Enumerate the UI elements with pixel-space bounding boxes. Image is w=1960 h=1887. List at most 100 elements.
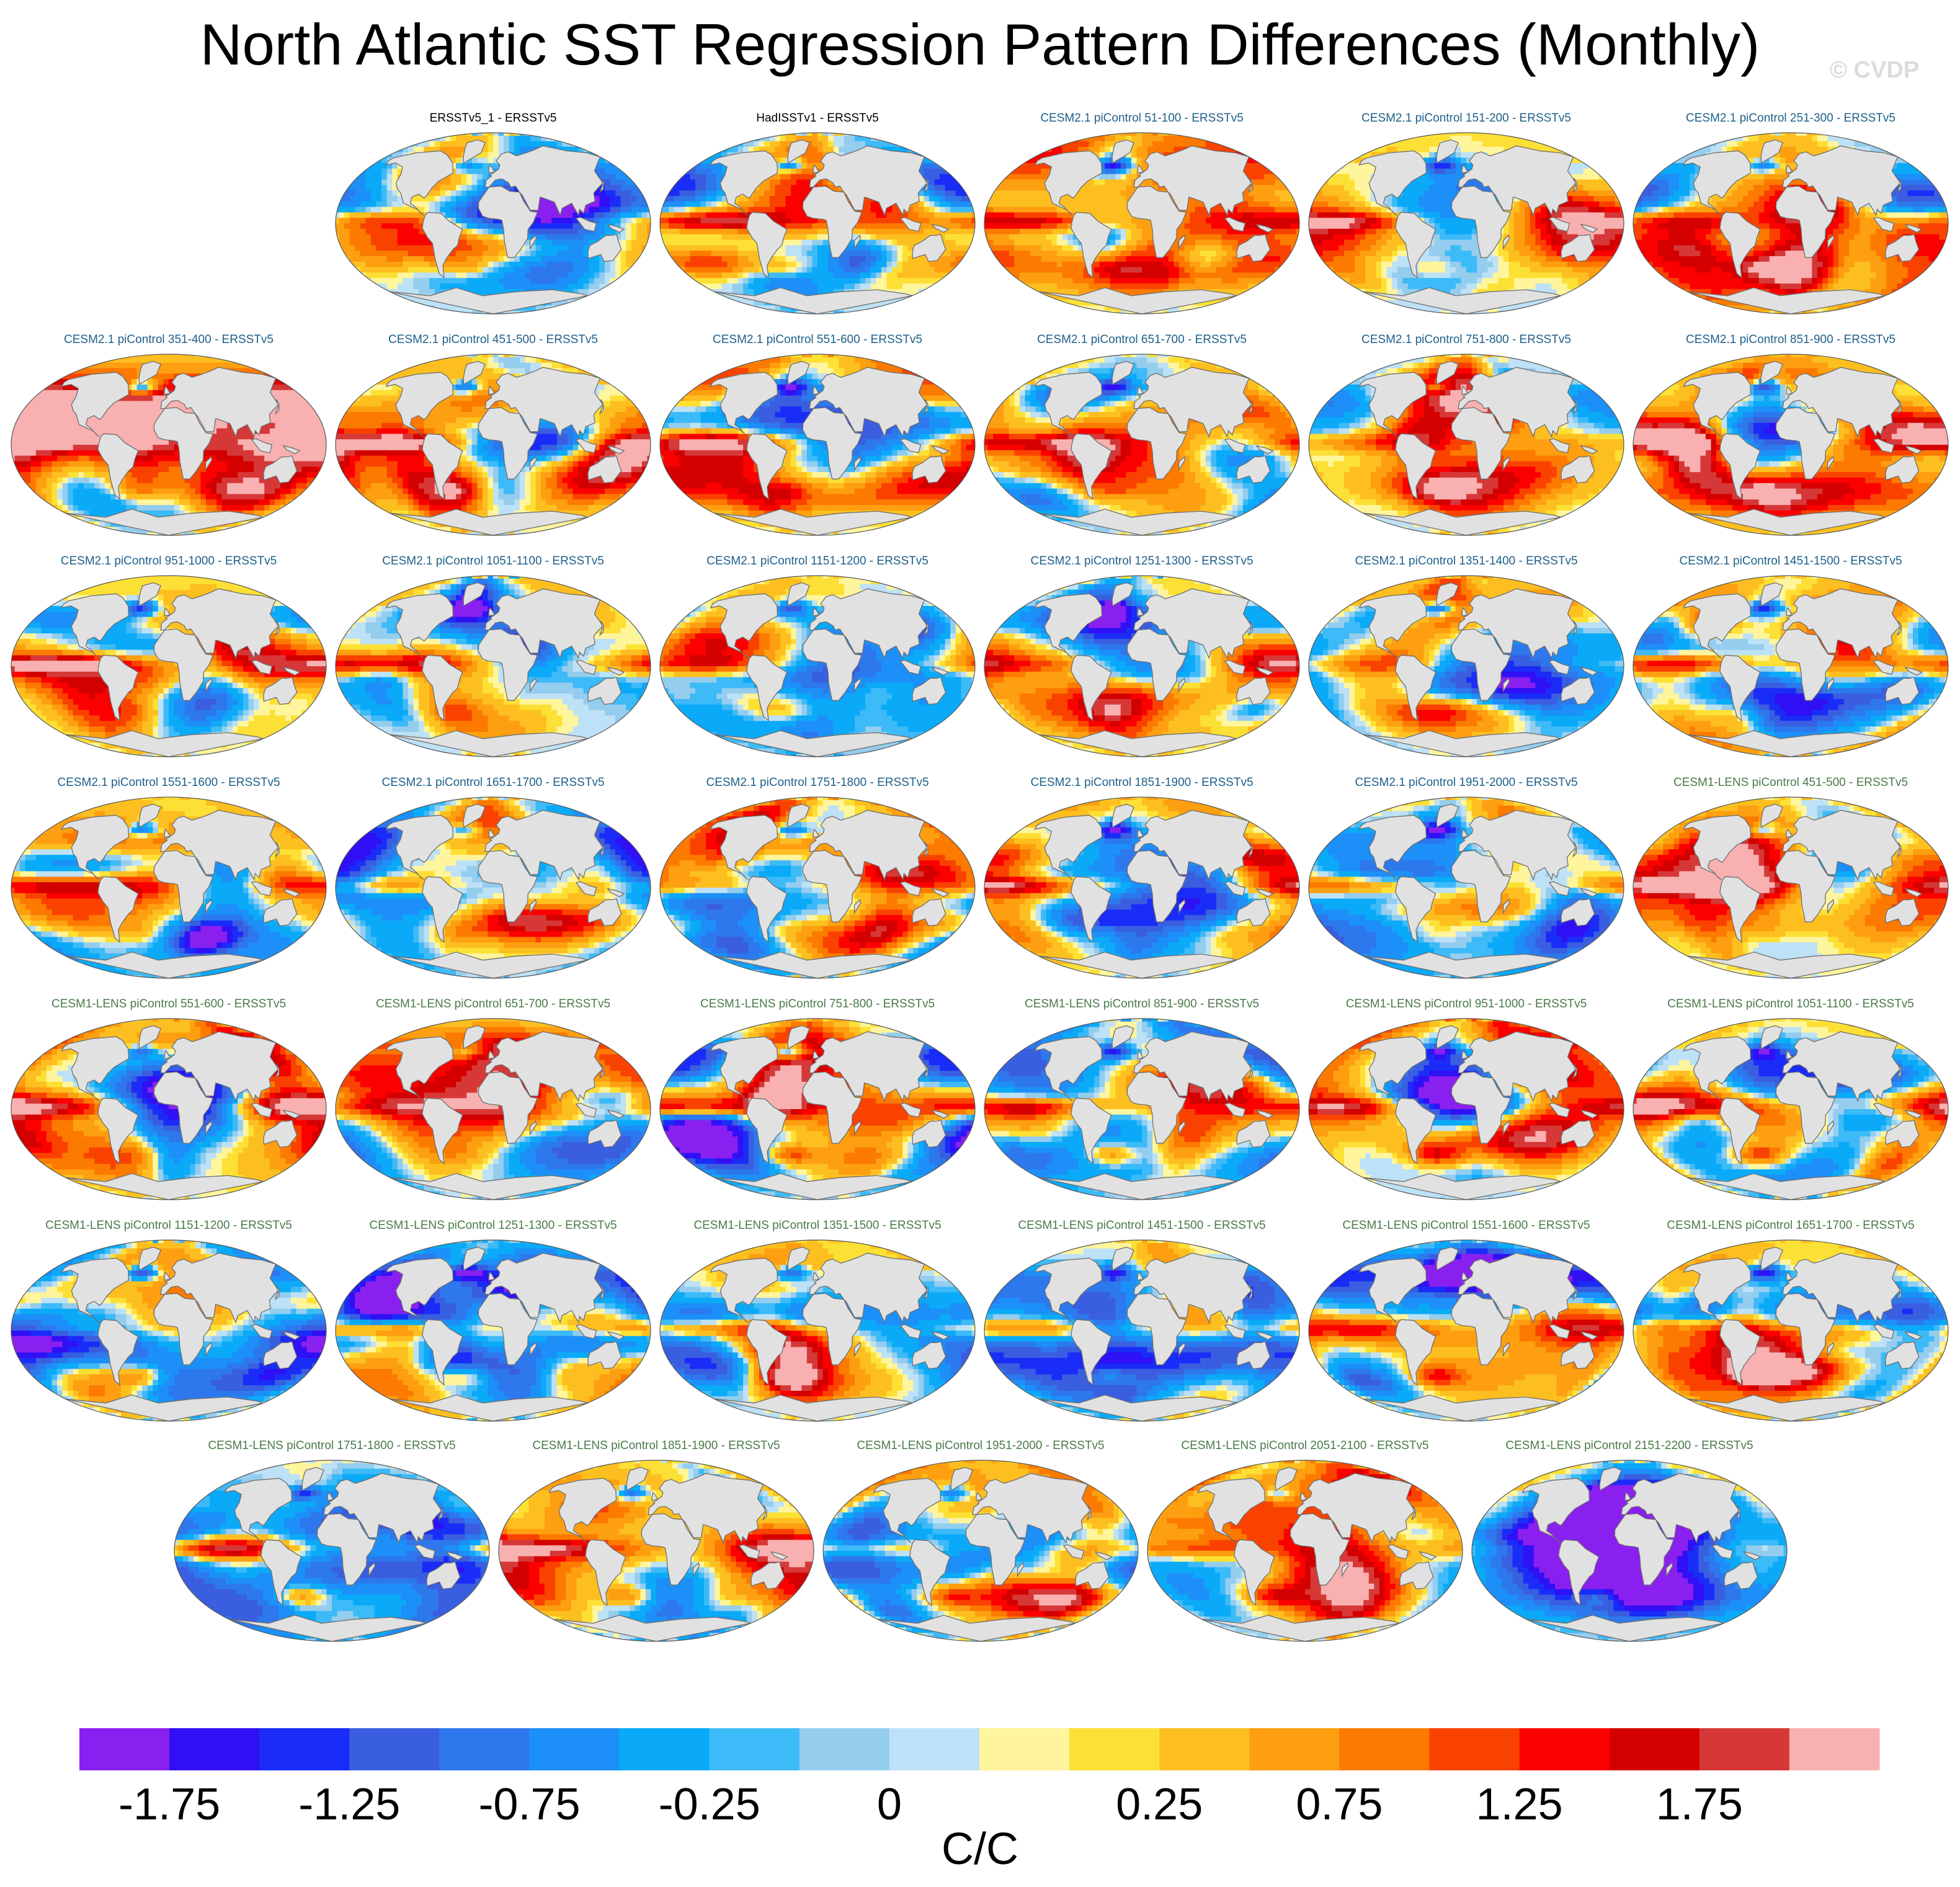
panel-title: CESM2.1 piControl 1751-1800 - ERSSTv5 bbox=[656, 776, 979, 790]
panel-title: CESM1-LENS piControl 551-600 - ERSSTv5 bbox=[7, 997, 330, 1011]
sst-difference-map bbox=[658, 130, 977, 316]
panel-title: CESM2.1 piControl 1351-1400 - ERSSTv5 bbox=[1305, 555, 1628, 568]
colorbar-swatch bbox=[349, 1728, 440, 1770]
colorbar-swatch bbox=[79, 1728, 170, 1770]
colorbar-units-label: C/C bbox=[0, 1824, 1960, 1875]
sst-difference-map bbox=[497, 1458, 816, 1644]
sst-difference-map bbox=[982, 573, 1301, 759]
sst-difference-map bbox=[1631, 795, 1950, 981]
panel-title: CESM2.1 piControl 51-100 - ERSSTv5 bbox=[981, 112, 1303, 125]
sst-difference-map bbox=[658, 795, 977, 981]
panel-title: CESM2.1 piControl 1951-2000 - ERSSTv5 bbox=[1305, 776, 1628, 790]
colorbar-swatch bbox=[800, 1728, 890, 1770]
colorbar-swatch bbox=[1339, 1728, 1430, 1770]
panel-title: CESM1-LENS piControl 1751-1800 - ERSSTv5 bbox=[171, 1439, 493, 1453]
colorbar-swatch bbox=[889, 1728, 980, 1770]
sst-difference-map bbox=[1307, 352, 1626, 538]
sst-difference-map bbox=[334, 352, 653, 538]
sst-difference-map bbox=[334, 1016, 653, 1202]
panel-title: CESM1-LENS piControl 751-800 - ERSSTv5 bbox=[656, 997, 979, 1011]
panel-title: CESM2.1 piControl 451-500 - ERSSTv5 bbox=[332, 333, 654, 347]
colorbar-tick-label: 1.75 bbox=[1656, 1779, 1743, 1830]
sst-difference-map bbox=[1470, 1458, 1789, 1644]
colorbar-tick-label: -0.75 bbox=[478, 1779, 580, 1830]
colorbar-swatch bbox=[1159, 1728, 1250, 1770]
sst-difference-map bbox=[1631, 1016, 1950, 1202]
colorbar-swatch bbox=[530, 1728, 620, 1770]
panel-title: CESM2.1 piControl 1651-1700 - ERSSTv5 bbox=[332, 776, 654, 790]
sst-difference-map bbox=[9, 573, 328, 759]
panel-title: CESM1-LENS piControl 1051-1100 - ERSSTv5 bbox=[1629, 997, 1952, 1011]
panel-title: CESM2.1 piControl 151-200 - ERSSTv5 bbox=[1305, 112, 1628, 125]
colorbar-swatch bbox=[1430, 1728, 1520, 1770]
panel-title: CESM1-LENS piControl 1351-1500 - ERSSTv5 bbox=[656, 1219, 979, 1233]
sst-difference-map bbox=[1631, 352, 1950, 538]
panel-title: CESM1-LENS piControl 1251-1300 - ERSSTv5 bbox=[332, 1219, 654, 1233]
panel-title: CESM2.1 piControl 1851-1900 - ERSSTv5 bbox=[981, 776, 1303, 790]
panel-title: CESM2.1 piControl 751-800 - ERSSTv5 bbox=[1305, 333, 1628, 347]
colorbar-swatch bbox=[1610, 1728, 1700, 1770]
panel-title: CESM2.1 piControl 1451-1500 - ERSSTv5 bbox=[1629, 555, 1952, 568]
colorbar-swatch bbox=[169, 1728, 260, 1770]
sst-difference-map bbox=[1631, 1238, 1950, 1424]
sst-difference-map bbox=[1307, 795, 1626, 981]
panel-title: CESM1-LENS piControl 851-900 - ERSSTv5 bbox=[981, 997, 1303, 1011]
panel-title: CESM1-LENS piControl 1651-1700 - ERSSTv5 bbox=[1629, 1219, 1952, 1233]
sst-difference-map bbox=[1307, 573, 1626, 759]
panel-title: CESM1-LENS piControl 1951-2000 - ERSSTv5 bbox=[819, 1439, 1142, 1453]
sst-difference-map bbox=[334, 1238, 653, 1424]
panel-title: CESM1-LENS piControl 1451-1500 - ERSSTv5 bbox=[981, 1219, 1303, 1233]
sst-difference-map bbox=[658, 1016, 977, 1202]
sst-difference-map bbox=[9, 352, 328, 538]
colorbar-tick-label: 0.75 bbox=[1296, 1779, 1383, 1830]
panel-title: CESM2.1 piControl 551-600 - ERSSTv5 bbox=[656, 333, 979, 347]
panel-title: CESM2.1 piControl 1151-1200 - ERSSTv5 bbox=[656, 555, 979, 568]
sst-difference-map bbox=[821, 1458, 1140, 1644]
sst-difference-map bbox=[334, 795, 653, 981]
colorbar-swatch bbox=[1520, 1728, 1610, 1770]
colorbar-swatch bbox=[1069, 1728, 1160, 1770]
panel-title: HadISSTv1 - ERSSTv5 bbox=[656, 112, 979, 125]
sst-difference-map bbox=[172, 1458, 491, 1644]
panel-title: CESM1-LENS piControl 951-1000 - ERSSTv5 bbox=[1305, 997, 1628, 1011]
panel-title: CESM1-LENS piControl 1151-1200 - ERSSTv5 bbox=[7, 1219, 330, 1233]
sst-difference-map bbox=[982, 1016, 1301, 1202]
colorbar-swatch bbox=[1789, 1728, 1880, 1770]
sst-difference-map bbox=[1307, 1238, 1626, 1424]
panel-title: CESM2.1 piControl 1251-1300 - ERSSTv5 bbox=[981, 555, 1303, 568]
colorbar-swatch bbox=[979, 1728, 1070, 1770]
colorbar-swatch bbox=[1699, 1728, 1790, 1770]
sst-difference-map bbox=[1631, 573, 1950, 759]
colorbar-swatch bbox=[259, 1728, 350, 1770]
panel-title: CESM1-LENS piControl 1851-1900 - ERSSTv5 bbox=[495, 1439, 817, 1453]
sst-difference-map bbox=[9, 1016, 328, 1202]
panel-title: CESM1-LENS piControl 2151-2200 - ERSSTv5 bbox=[1468, 1439, 1791, 1453]
colorbar-tick-label: -1.75 bbox=[118, 1779, 220, 1830]
sst-difference-map bbox=[982, 130, 1301, 316]
colorbar-swatch bbox=[710, 1728, 800, 1770]
colorbar-tick-label: 1.25 bbox=[1476, 1779, 1563, 1830]
map-panel-grid: ERSSTv5_1 - ERSSTv5 HadISSTv1 - ERSSTv5 CE… bbox=[0, 0, 1960, 1687]
panel-title: CESM1-LENS piControl 451-500 - ERSSTv5 bbox=[1629, 776, 1952, 790]
sst-difference-map bbox=[1307, 130, 1626, 316]
colorbar-tick-label: -1.25 bbox=[298, 1779, 400, 1830]
sst-difference-map bbox=[9, 1238, 328, 1424]
sst-difference-map bbox=[658, 1238, 977, 1424]
sst-difference-map bbox=[982, 795, 1301, 981]
panel-title: CESM2.1 piControl 351-400 - ERSSTv5 bbox=[7, 333, 330, 347]
sst-difference-map bbox=[1146, 1458, 1464, 1644]
colorbar-swatch bbox=[439, 1728, 530, 1770]
panel-title: CESM1-LENS piControl 1551-1600 - ERSSTv5 bbox=[1305, 1219, 1628, 1233]
panel-title: CESM2.1 piControl 251-300 - ERSSTv5 bbox=[1629, 112, 1952, 125]
sst-difference-map bbox=[1307, 1016, 1626, 1202]
sst-difference-map bbox=[982, 352, 1301, 538]
sst-difference-map bbox=[658, 352, 977, 538]
sst-difference-map bbox=[334, 130, 653, 316]
panel-title: CESM1-LENS piControl 2051-2100 - ERSSTv5 bbox=[1144, 1439, 1466, 1453]
panel-title: CESM2.1 piControl 1051-1100 - ERSSTv5 bbox=[332, 555, 654, 568]
colorbar-tick-label: -0.25 bbox=[659, 1779, 760, 1830]
colorbar-tick-label: 0.25 bbox=[1116, 1779, 1203, 1830]
panel-title: CESM2.1 piControl 651-700 - ERSSTv5 bbox=[981, 333, 1303, 347]
panel-title: CESM2.1 piControl 951-1000 - ERSSTv5 bbox=[7, 555, 330, 568]
colorbar-swatches bbox=[0, 1712, 1960, 1774]
